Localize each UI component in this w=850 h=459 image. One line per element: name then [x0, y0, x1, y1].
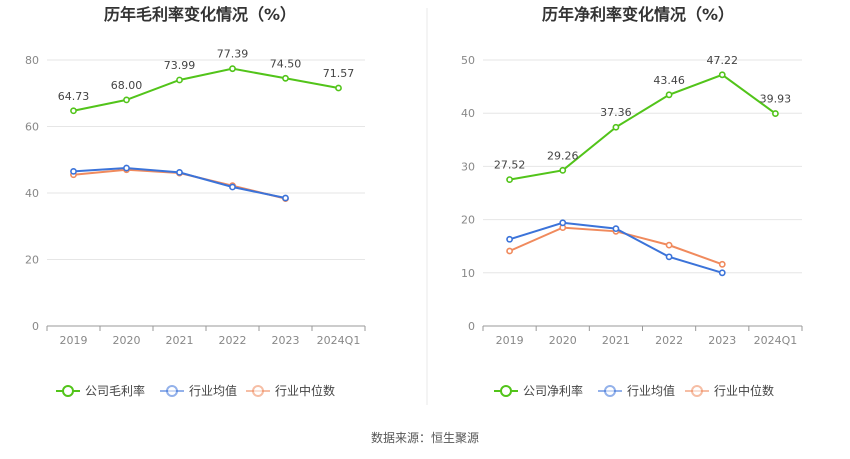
data-point	[559, 219, 567, 227]
data-point	[612, 123, 620, 131]
data-point	[123, 96, 130, 104]
legend-marker-icon	[252, 385, 264, 397]
data-point	[718, 260, 726, 268]
series-line	[73, 67, 339, 112]
legend-label: 公司毛利率	[85, 383, 145, 398]
data-point	[506, 176, 513, 183]
series-line	[509, 73, 777, 181]
legend-item[interactable]: 行业中位数	[246, 383, 335, 398]
x-tick-label: 2023	[708, 334, 736, 347]
y-tick-label: 50	[461, 54, 475, 67]
data-point	[559, 166, 567, 174]
data-point	[718, 269, 726, 277]
x-tick-label: 2024Q1	[754, 334, 798, 347]
data-label: 39.93	[760, 93, 792, 106]
chart-title: 历年毛利率变化情况（%）	[104, 5, 296, 24]
data-label: 73.99	[164, 59, 196, 72]
data-point	[176, 168, 183, 176]
data-label: 71.57	[323, 67, 355, 80]
data-label: 29.26	[547, 149, 579, 162]
data-point	[176, 76, 183, 84]
y-tick-label: 20	[25, 254, 39, 267]
legend-marker-icon	[166, 385, 178, 397]
legend-label: 行业均值	[189, 383, 237, 398]
legend-item[interactable]: 行业均值	[598, 383, 675, 398]
legend-item[interactable]: 公司净利率	[494, 383, 583, 398]
y-tick-label: 0	[32, 320, 39, 333]
x-tick-label: 2024Q1	[317, 334, 361, 347]
data-label: 37.36	[600, 106, 632, 119]
data-point	[506, 235, 513, 243]
data-point	[70, 167, 77, 175]
gross-margin-chart: 历年毛利率变化情况（%） 0 20 40 60 80 2019 2020 2021 2022 20…	[25, 5, 366, 398]
net-margin-chart: 历年净利率变化情况（%） 0 10 20 30 40 50 2019 2020 2021 2022…	[461, 5, 803, 398]
data-point	[772, 110, 779, 117]
y-tick-label: 60	[25, 121, 39, 134]
x-tick-label: 2022	[655, 334, 683, 347]
data-label: 43.46	[653, 74, 685, 87]
data-point	[718, 71, 726, 79]
y-tick-label: 30	[461, 160, 475, 173]
y-tick-label: 20	[461, 214, 475, 227]
y-tick-label: 0	[468, 320, 475, 333]
legend-item[interactable]: 行业中位数	[685, 383, 774, 398]
x-tick-label: 2019	[496, 334, 524, 347]
y-tick-label: 40	[461, 107, 475, 120]
data-label: 74.50	[270, 57, 302, 70]
x-tick-label: 2022	[219, 334, 247, 347]
legend-item[interactable]: 公司毛利率	[56, 383, 145, 398]
data-label: 47.22	[707, 54, 739, 67]
data-point	[665, 91, 673, 99]
legend-marker-icon	[604, 385, 616, 397]
data-label: 27.52	[494, 159, 526, 172]
data-point	[612, 225, 620, 233]
x-tick-label: 2019	[60, 334, 88, 347]
legend-marker-icon	[500, 385, 512, 397]
data-point	[335, 84, 342, 92]
y-tick-label: 10	[461, 267, 475, 280]
data-point	[282, 194, 289, 202]
chart-title: 历年净利率变化情况（%）	[542, 5, 734, 24]
data-label: 68.00	[111, 79, 143, 92]
x-tick-label: 2020	[113, 334, 141, 347]
data-label: 64.73	[58, 90, 90, 103]
data-label: 77.39	[217, 48, 249, 61]
x-tick-label: 2021	[602, 334, 630, 347]
data-point	[282, 74, 289, 82]
data-point	[123, 164, 130, 172]
x-tick-label: 2020	[549, 334, 577, 347]
legend-marker-icon	[691, 385, 703, 397]
legend-marker-icon	[62, 385, 74, 397]
data-point	[665, 253, 673, 261]
data-point	[70, 107, 77, 115]
legend-item[interactable]: 行业均值	[160, 383, 237, 398]
x-tick-label: 2023	[272, 334, 300, 347]
y-tick-label: 80	[25, 54, 39, 67]
data-point	[229, 183, 236, 191]
legend-label: 行业均值	[627, 383, 675, 398]
x-tick-label: 2021	[166, 334, 194, 347]
data-point	[506, 247, 513, 255]
data-point	[229, 65, 236, 73]
legend-label: 行业中位数	[714, 383, 774, 398]
data-point	[665, 241, 673, 249]
legend-label: 公司净利率	[523, 383, 583, 398]
data-source: 数据来源：恒生聚源	[371, 430, 479, 445]
y-tick-label: 40	[25, 187, 39, 200]
legend-label: 行业中位数	[275, 383, 335, 398]
